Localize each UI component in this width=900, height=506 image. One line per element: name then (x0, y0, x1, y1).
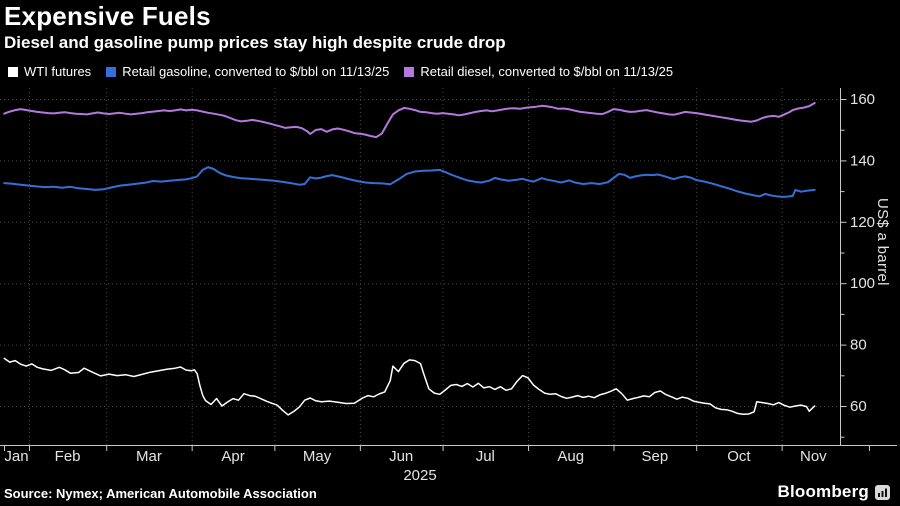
x-tick-label: Jul (476, 448, 495, 465)
y-tick-label: 140 (850, 152, 875, 169)
legend-label-diesel: Retail diesel, converted to $/bbl on 11/… (420, 64, 674, 79)
x-tick-label: May (303, 448, 332, 465)
legend-label-wti: WTI futures (24, 64, 92, 79)
bloomberg-wordmark: Bloomberg (777, 482, 869, 501)
y-axis-title: US$ a barrel (874, 198, 891, 286)
chart-title: Expensive Fuels (4, 1, 211, 31)
x-tick-label: Aug (557, 448, 584, 465)
legend-label-gasoline: Retail gasoline, converted to $/bbl on 1… (122, 64, 390, 79)
chart-subtitle: Diesel and gasoline pump prices stay hig… (4, 33, 506, 52)
x-tick-label: Oct (727, 448, 751, 465)
legend-item-diesel: Retail diesel, converted to $/bbl on 11/… (404, 64, 673, 79)
x-tick-label: Nov (800, 448, 827, 465)
x-tick-label: Mar (136, 448, 162, 465)
y-tick-label: 60 (850, 398, 867, 415)
y-tick-label: 120 (850, 214, 875, 231)
x-tick-label: Feb (55, 448, 81, 465)
x-year-label: 2025 (403, 467, 436, 484)
legend-item-wti: WTI futures (8, 64, 91, 79)
diesel-swatch-icon (404, 66, 415, 77)
y-tick-label: 80 (850, 337, 867, 354)
x-tick-label: Apr (221, 448, 244, 465)
bloomberg-logo: Bloomberg (777, 482, 890, 502)
gasoline-swatch-icon (106, 66, 117, 77)
x-tick-label: Jun (389, 448, 413, 465)
wti-line (3, 357, 816, 416)
diesel-line (3, 102, 816, 139)
bloomberg-terminal-icon (875, 484, 890, 500)
source-line: Source: Nymex; American Automobile Assoc… (4, 486, 317, 501)
x-tick-label: Sep (641, 448, 668, 465)
legend-item-gasoline: Retail gasoline, converted to $/bbl on 1… (106, 64, 389, 79)
chart-legend: WTI futures Retail gasoline, converted t… (8, 64, 673, 79)
wti-swatch-icon (8, 66, 18, 77)
y-tick-label: 160 (850, 91, 875, 108)
x-tick-label: Jan (4, 448, 28, 465)
y-tick-label: 100 (850, 275, 875, 292)
gasoline-line (3, 166, 816, 198)
